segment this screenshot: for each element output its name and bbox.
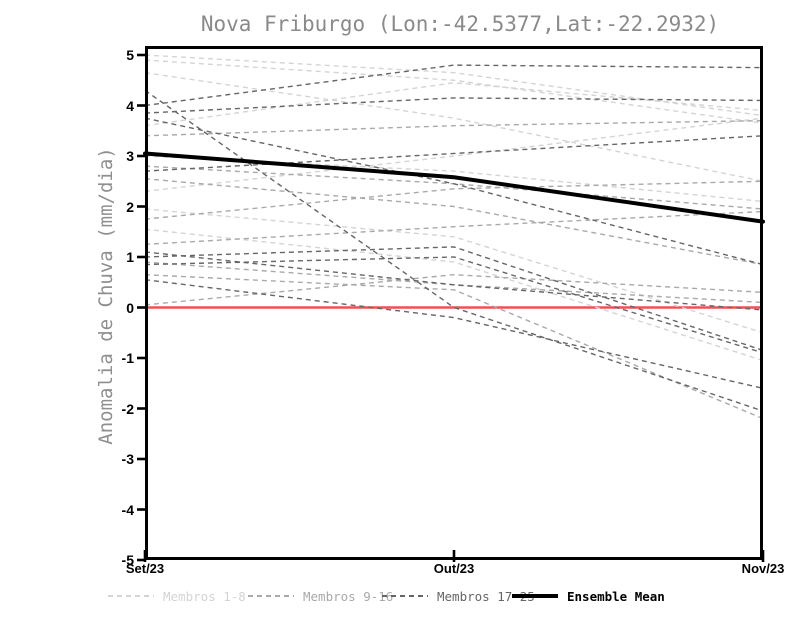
member-line-group-1 <box>144 71 764 182</box>
member-line-group-2 <box>144 180 764 220</box>
member-line-group-2 <box>144 210 764 246</box>
member-line-group-2 <box>144 273 764 420</box>
member-line-group-3 <box>144 251 764 311</box>
member-line-group-1 <box>144 228 764 362</box>
legend-entry-members-17-25: Membros 17-25 <box>382 586 535 606</box>
member-line-group-3 <box>144 64 764 107</box>
member-line-group-1 <box>144 117 764 193</box>
y-tick-label: -4 <box>121 501 134 518</box>
member-line-group-1 <box>144 59 764 124</box>
legend-entry-members-1-8: Membros 1-8 <box>108 586 246 606</box>
y-tick-label: 0 <box>126 299 134 316</box>
legend-label: Membros 1-8 <box>163 588 246 604</box>
dashed-line-sample <box>108 595 154 597</box>
dashed-line-sample <box>248 595 294 597</box>
legend-label: Ensemble Mean <box>567 588 665 604</box>
member-line-group-2 <box>144 178 764 266</box>
member-line-group-3 <box>144 246 764 352</box>
y-tick-label: -1 <box>121 350 134 366</box>
y-tick-label: -3 <box>121 451 134 467</box>
member-line-group-1 <box>144 82 764 127</box>
dashed-line-sample <box>382 595 428 597</box>
member-line-group-3 <box>144 279 764 389</box>
member-line-group-1 <box>144 208 764 334</box>
member-line-group-2 <box>144 273 764 306</box>
legend-entry-members-9-16: Membros 9-16 <box>248 586 393 606</box>
y-tick-label: -2 <box>121 400 134 417</box>
x-tick-label-nov: Nov/23 <box>741 561 785 576</box>
legend-label: Membros 9-16 <box>303 588 394 604</box>
member-line-group-3 <box>144 97 764 114</box>
y-tick-label: 5 <box>126 47 134 63</box>
legend: Membros 1-8 Membros 9-16 Membros 17-25 E… <box>0 586 800 610</box>
legend-entry-ensemble-mean: Ensemble Mean <box>512 586 665 606</box>
ensemble-mean-line <box>143 151 765 224</box>
member-line-group-1 <box>144 54 764 117</box>
y-tick-label: 1 <box>126 249 134 265</box>
x-tick-label-set: Set/23 <box>125 561 165 576</box>
member-line-group-2 <box>144 119 764 137</box>
y-tick-label: 2 <box>126 198 134 215</box>
chart-title: Nova Friburgo (Lon:-42.5377,Lat:-22.2932… <box>200 12 720 36</box>
member-line-group-3 <box>144 256 764 354</box>
solid-line-sample <box>512 594 558 598</box>
member-line-group-3 <box>144 117 764 266</box>
y-tick-label: 3 <box>126 148 134 164</box>
member-line-group-3 <box>144 89 764 412</box>
member-line-group-3 <box>144 135 764 172</box>
legend-label: Membros 17-25 <box>437 588 535 604</box>
y-tick-label: 4 <box>126 97 134 114</box>
y-tick-label: -5 <box>121 552 134 568</box>
x-tick-label-out: Out/23 <box>433 561 475 576</box>
